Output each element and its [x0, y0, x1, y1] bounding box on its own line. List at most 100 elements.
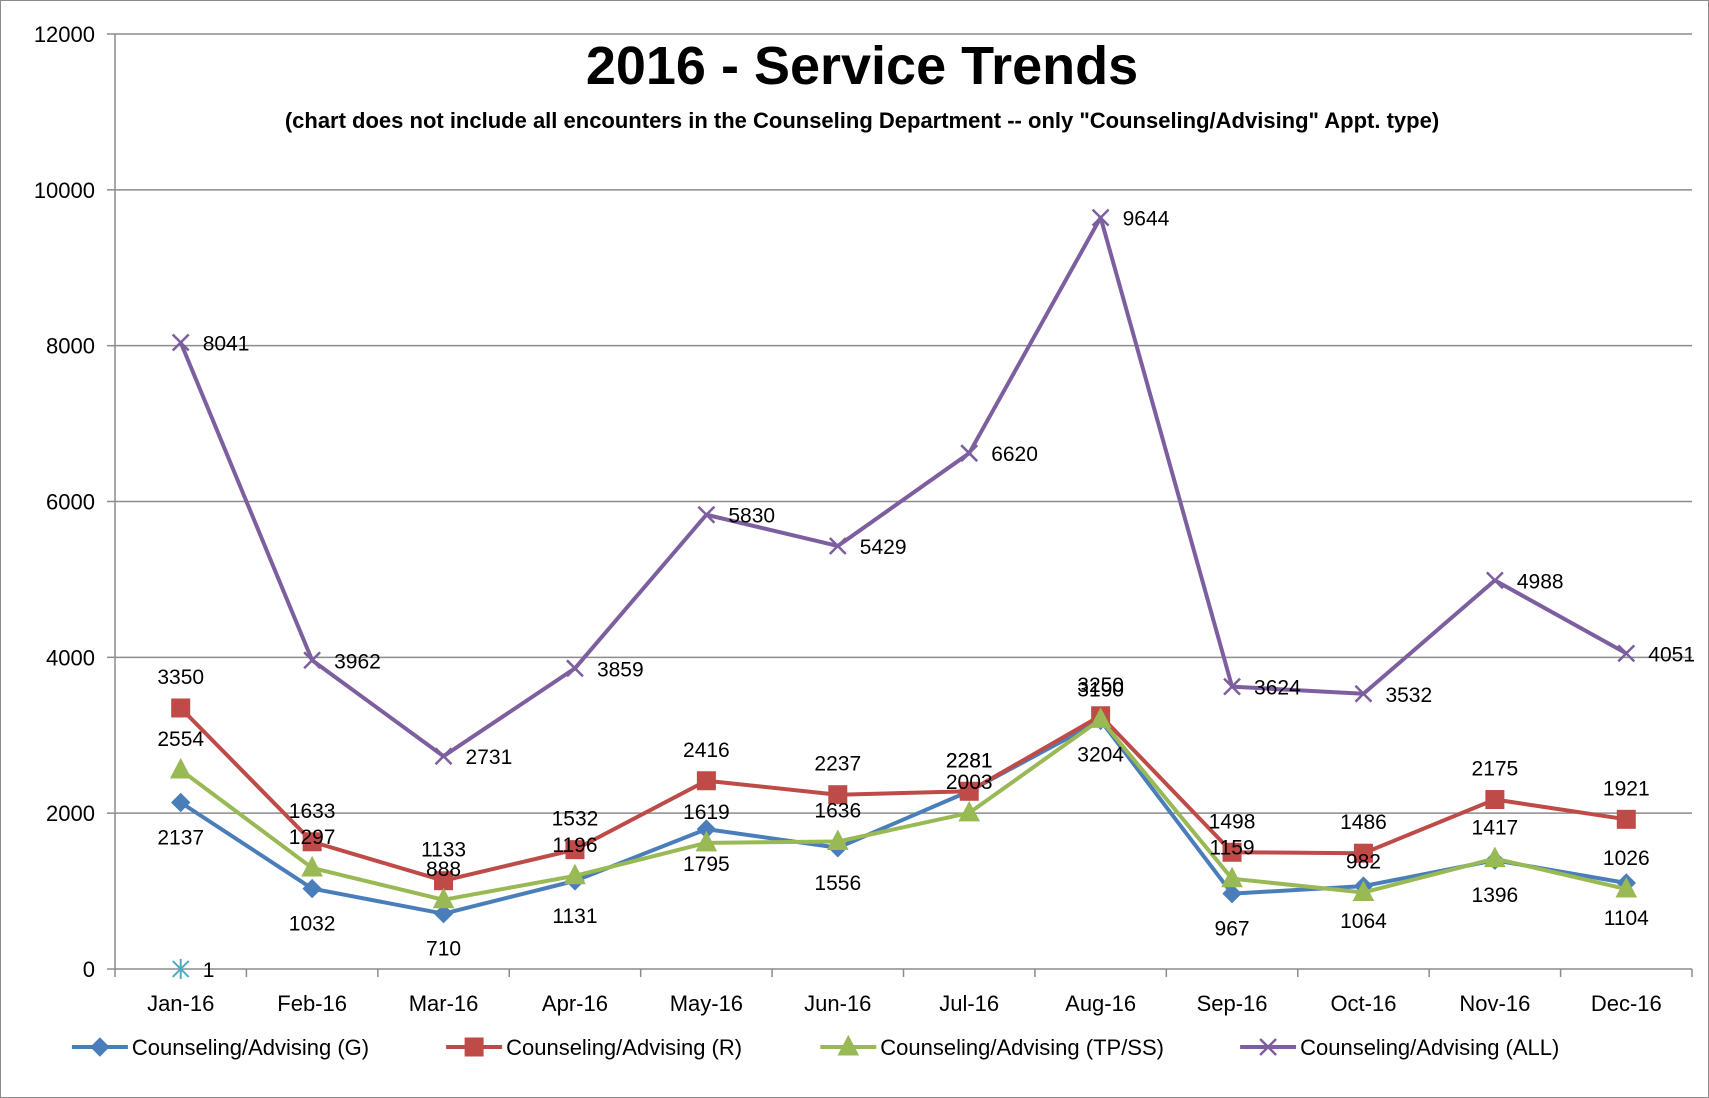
- x-tick-label: Aug-16: [1065, 991, 1136, 1016]
- data-point: [1617, 644, 1636, 663]
- data-point: [1484, 846, 1506, 868]
- y-tick-label: 8000: [46, 334, 95, 359]
- series-3: [171, 208, 1636, 766]
- data-label: 3532: [1385, 684, 1432, 707]
- data-label: 1795: [683, 853, 730, 876]
- data-label: 1396: [1472, 884, 1519, 907]
- data-label: 1: [203, 959, 215, 982]
- data-point: [171, 792, 191, 813]
- series-line-3: [178, 215, 1628, 759]
- data-label: 9644: [1123, 208, 1170, 231]
- data-label: 5830: [728, 505, 775, 528]
- legend: Counseling/Advising (G) Counseling/Advisi…: [71, 1034, 1559, 1060]
- data-point: [958, 800, 981, 822]
- data-label: 3350: [157, 666, 204, 689]
- data-label: 8041: [203, 332, 250, 355]
- x-tick-label: Oct-16: [1330, 991, 1396, 1016]
- data-label: 1196: [552, 834, 597, 857]
- data-label: 710: [426, 938, 461, 961]
- series-line-0: [179, 718, 1627, 916]
- y-tick-label: 2000: [46, 801, 95, 826]
- y-tick-label: 12000: [34, 22, 95, 47]
- data-label: 2175: [1472, 758, 1519, 781]
- data-point: [1223, 677, 1241, 696]
- data-label: 3859: [597, 658, 644, 681]
- data-label: 1498: [1209, 810, 1256, 833]
- data-point: [1222, 842, 1242, 862]
- y-tick-label: 6000: [46, 490, 95, 515]
- data-point: [1615, 876, 1638, 898]
- data-label: 1633: [289, 800, 336, 823]
- legend-label: Counseling/Advising (G): [132, 1035, 369, 1060]
- data-point: [171, 698, 191, 718]
- x-tick-label: Nov-16: [1459, 991, 1530, 1016]
- data-label: 2731: [466, 746, 513, 769]
- data-point: [960, 444, 979, 463]
- chart-subtitle: (chart does not include all encounters i…: [285, 108, 1439, 133]
- data-point: [171, 333, 190, 352]
- data-point: [826, 829, 849, 851]
- data-label: 4051: [1648, 643, 1695, 666]
- legend-item: Counseling/Advising (G): [71, 1035, 369, 1060]
- data-label: 2281: [946, 749, 993, 772]
- data-point: [1485, 571, 1504, 590]
- legend-label: Counseling/Advising (R): [506, 1035, 742, 1060]
- data-point: [1091, 208, 1110, 227]
- data-label: 2554: [157, 728, 204, 751]
- y-tick-label: 0: [83, 957, 95, 982]
- data-point: [302, 832, 322, 852]
- x-tick-label: Apr-16: [542, 991, 608, 1016]
- data-point: [566, 659, 584, 678]
- x-tick-label: May-16: [670, 991, 743, 1016]
- legend-label: Counseling/Advising (ALL): [1300, 1035, 1559, 1060]
- axes: 0 2000 4000 6000 8000 10000 12000 Jan-16 Feb-16 M…: [34, 22, 1693, 1016]
- data-label: 1032: [289, 913, 336, 936]
- legend-marker: [464, 1037, 484, 1057]
- data-point: [697, 505, 716, 524]
- data-point: [564, 863, 586, 885]
- chart-title: 2016 - Service Trends: [586, 36, 1138, 96]
- legend-item: Counseling/Advising (TP/SS): [820, 1034, 1164, 1060]
- series-line-2: [179, 717, 1627, 902]
- series-4: [172, 958, 190, 979]
- x-tick-label: Mar-16: [409, 991, 479, 1016]
- data-point: [169, 757, 192, 779]
- data-label: 1159: [1209, 837, 1254, 860]
- x-tick-label: Jul-16: [939, 991, 999, 1016]
- data-label: 1636: [814, 800, 861, 823]
- data-label: 1131: [552, 905, 597, 928]
- data-point: [301, 855, 323, 877]
- series-1: [171, 698, 1636, 891]
- x-tick-label: Dec-16: [1591, 991, 1662, 1016]
- data-label: 982: [1346, 850, 1381, 873]
- data-point: [959, 781, 979, 801]
- legend-item: Counseling/Advising (R): [446, 1035, 742, 1060]
- data-label: 3624: [1254, 677, 1301, 700]
- series-lines: [169, 208, 1638, 979]
- data-label: 1417: [1472, 817, 1519, 840]
- data-point: [828, 537, 847, 555]
- data-label: 1064: [1340, 910, 1387, 933]
- data-label: 2416: [683, 739, 730, 762]
- data-label: 2237: [814, 753, 861, 776]
- series-2: [169, 707, 1638, 909]
- data-point: [695, 830, 718, 852]
- x-tick-label: Jan-16: [147, 991, 214, 1016]
- data-point: [432, 887, 455, 909]
- data-label: 1619: [683, 801, 730, 824]
- data-label: 5429: [860, 536, 907, 559]
- y-tick-label: 4000: [46, 645, 95, 670]
- data-label: 1133: [421, 839, 466, 862]
- data-label: 888: [426, 858, 461, 881]
- data-label: 1532: [552, 808, 599, 831]
- legend-marker: [1259, 1038, 1277, 1056]
- data-label: 3962: [334, 650, 381, 673]
- data-point: [828, 785, 848, 805]
- data-point: [1222, 883, 1242, 904]
- data-label: 2137: [157, 826, 204, 849]
- x-tick-label: Sep-16: [1197, 991, 1268, 1016]
- data-point: [172, 958, 190, 979]
